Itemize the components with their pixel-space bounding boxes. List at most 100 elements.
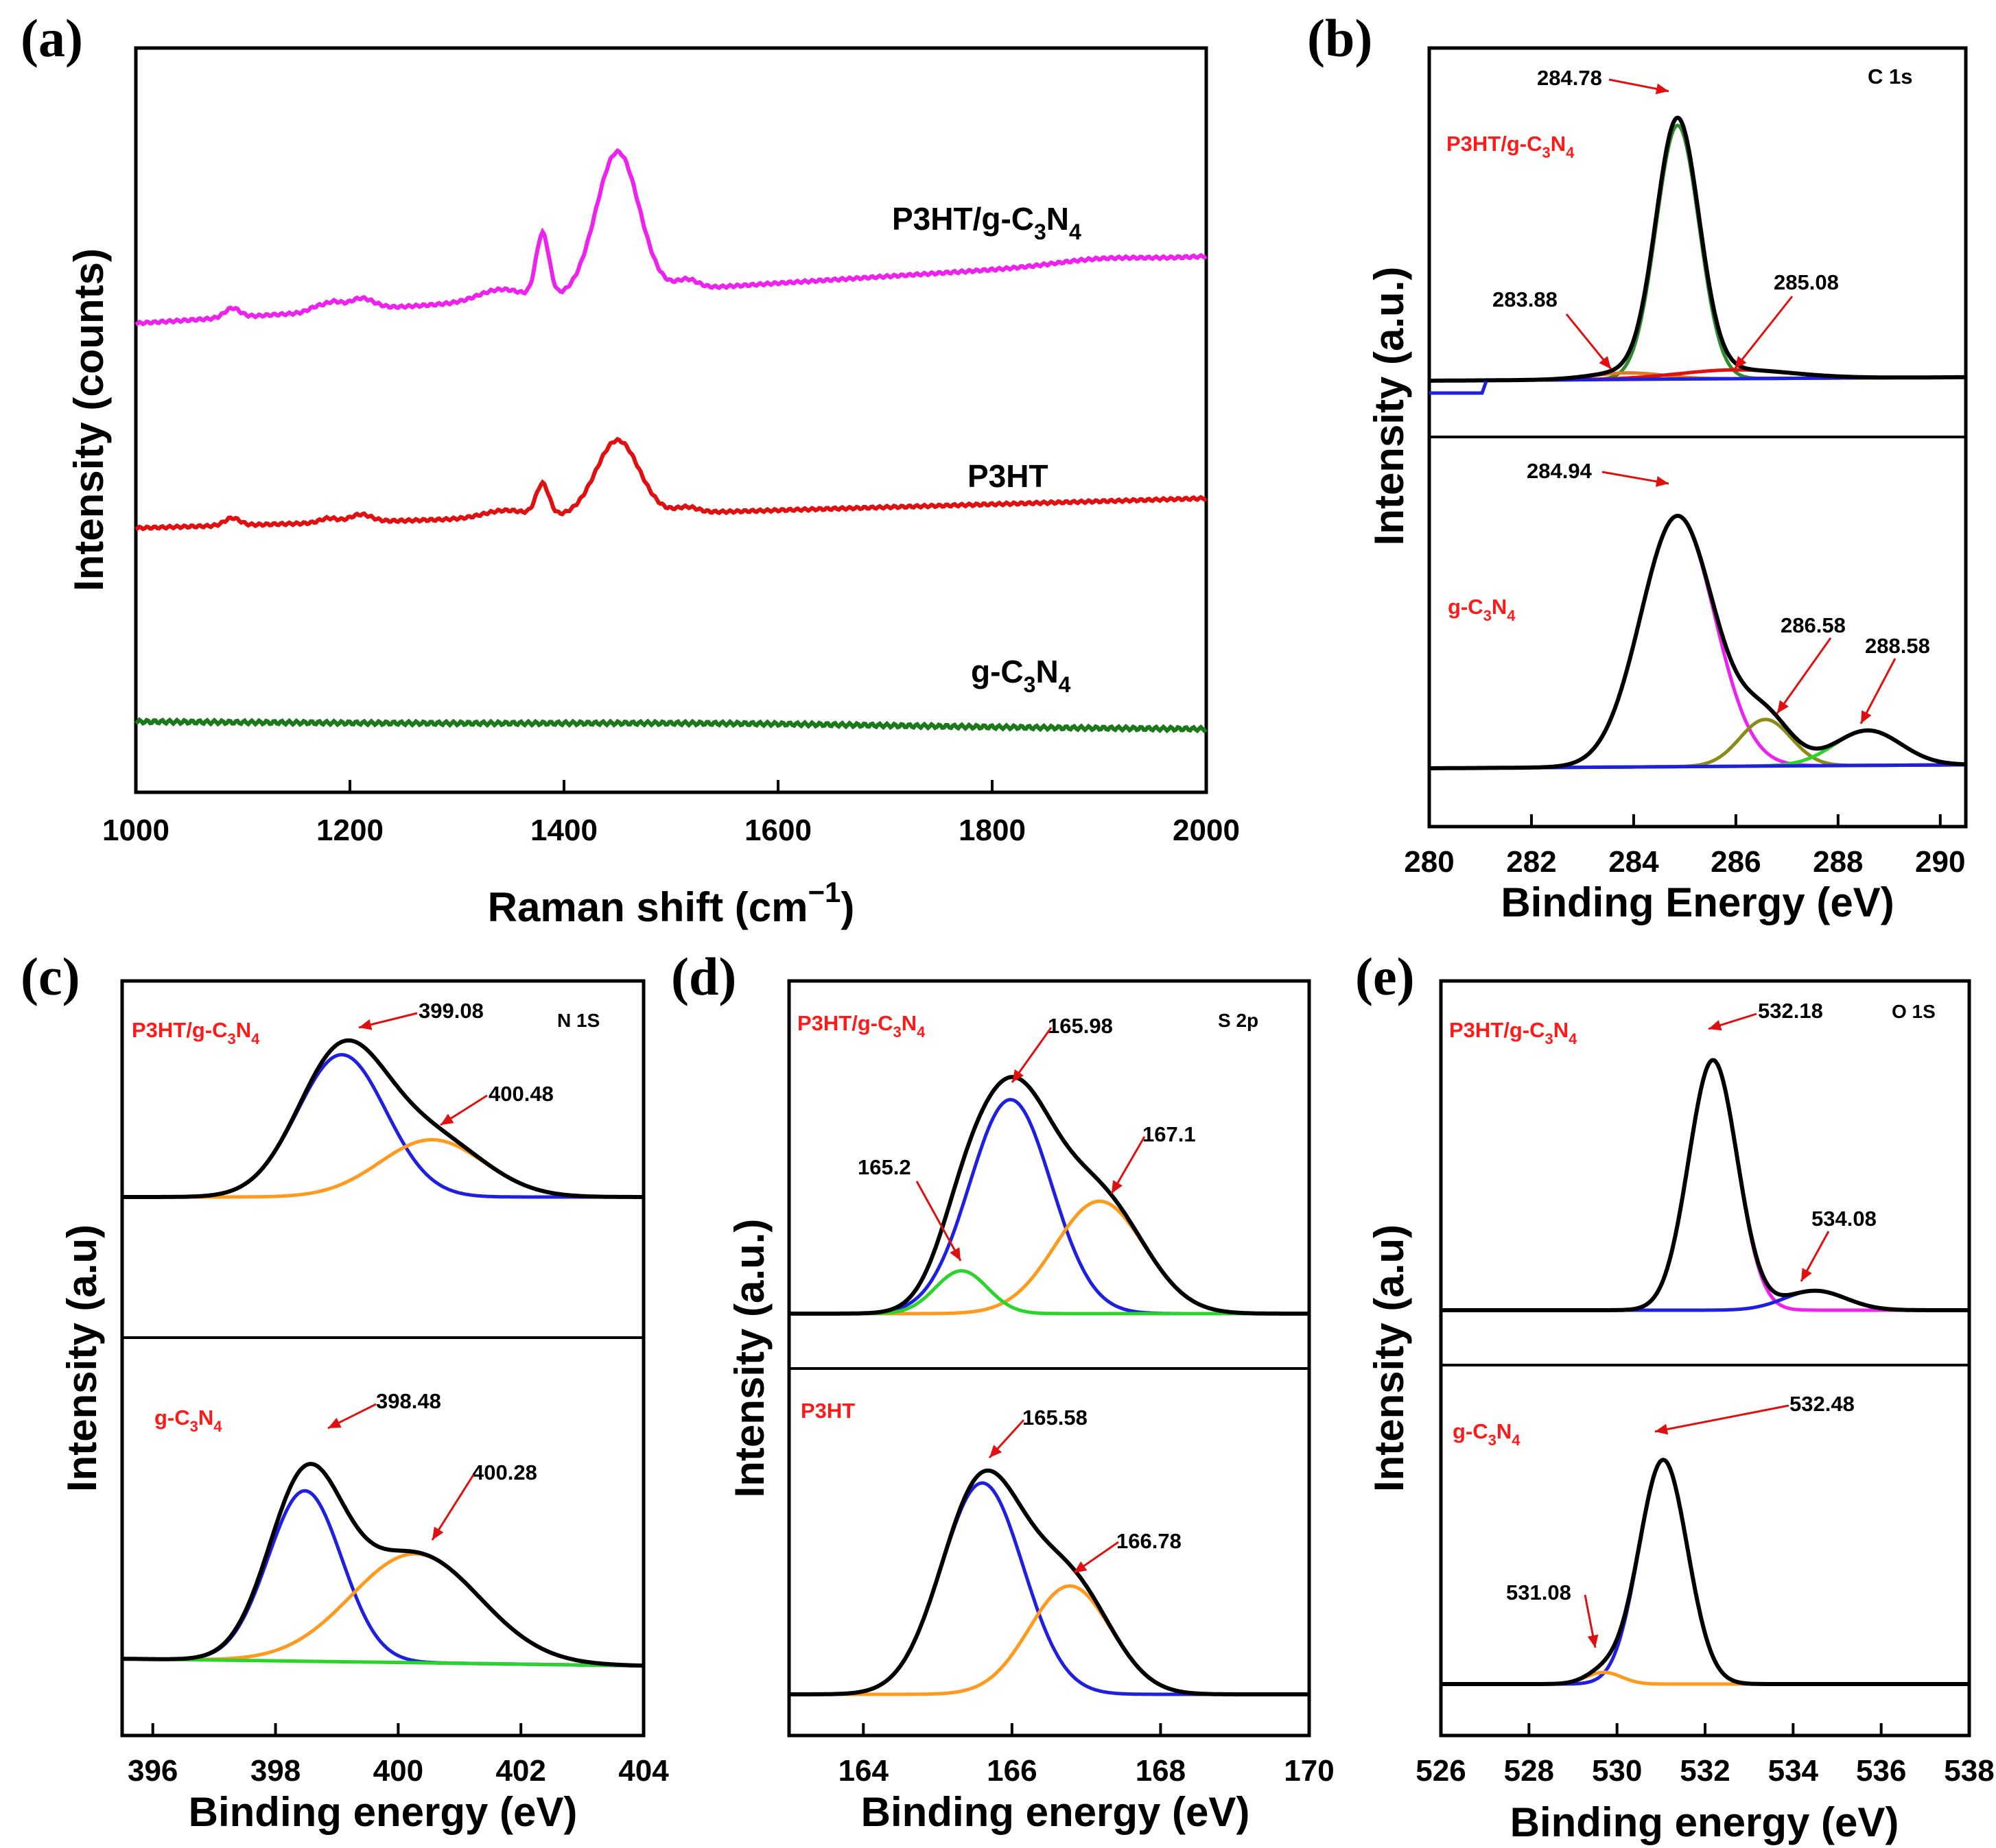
raman-series-g-C3N4 xyxy=(134,717,1208,734)
fit-envelope xyxy=(122,1038,644,1199)
panel-a-x-ticks: 1000 1200 1400 1600 1800 2000 xyxy=(102,780,1240,847)
annotation-arrow-line xyxy=(431,1474,475,1541)
peak-label-534-08: 534.08 xyxy=(1811,1207,1877,1231)
panel-c-frame xyxy=(120,979,646,1738)
peak-label-400-48: 400.48 xyxy=(489,1082,554,1106)
panel-d-sample-bottom: P3HT xyxy=(801,1399,855,1423)
panel-d-x-ticks: 164 166 168 170 xyxy=(838,1723,1335,1788)
fit-envelope xyxy=(1429,514,1966,770)
panel-a-x-axis-title: Raman shift (cm−1) xyxy=(488,876,855,930)
fit-envelope xyxy=(1441,1458,1969,1686)
panel-b-x-ticks: 280 282 284 286 288 290 xyxy=(1404,814,1965,879)
panel-b: (b) 280 282 284 286 288 290 Binding Energy (e… xyxy=(1307,8,1968,925)
fit-component xyxy=(1429,718,1966,770)
fit-component xyxy=(789,1098,1309,1316)
peak-label-400-28: 400.28 xyxy=(472,1460,537,1484)
panel-b-core-level: C 1s xyxy=(1868,64,1912,88)
fit-component xyxy=(122,1053,644,1199)
panel-c-y-axis-title: Intensity (a.u) xyxy=(59,1224,105,1492)
x-tick-label: 164 xyxy=(838,1754,889,1788)
panel-b-sample-top: P3HT/g-C3N4 xyxy=(1446,132,1575,161)
panel-c-sample-top: P3HT/g-C3N4 xyxy=(132,1018,260,1047)
panel-e-y-axis-title: Intensity (a.u) xyxy=(1366,1224,1412,1492)
annotation-arrow-head xyxy=(989,1445,1002,1458)
x-tick-label: 288 xyxy=(1813,845,1863,879)
annotation-arrow-head xyxy=(1709,1019,1722,1031)
x-tick-label: 280 xyxy=(1404,845,1454,879)
annotation-arrows xyxy=(327,78,1897,1648)
annotation-arrow-head xyxy=(1655,1423,1669,1435)
peak-label-165-2: 165.2 xyxy=(858,1155,911,1179)
peak-label-286-58: 286.58 xyxy=(1781,613,1846,637)
x-tick-label: 1800 xyxy=(959,814,1026,847)
peak-label-167-1: 167.1 xyxy=(1142,1122,1196,1146)
peak-label-288-58: 288.58 xyxy=(1865,634,1930,658)
panel-c-label: (c) xyxy=(21,947,80,1006)
annotation-arrow-line xyxy=(915,1181,962,1261)
peak-label-399-08: 399.08 xyxy=(419,999,484,1023)
annotation-arrow-head xyxy=(1655,83,1669,95)
x-tick-label: 166 xyxy=(987,1754,1037,1788)
x-tick-label: 282 xyxy=(1506,845,1556,879)
x-tick-label: 528 xyxy=(1504,1754,1554,1788)
fit-envelope xyxy=(1441,1058,1969,1312)
panel-d-x-axis-title: Binding energy (eV) xyxy=(861,1789,1250,1835)
x-tick-label: 396 xyxy=(128,1754,178,1788)
panel-a-series xyxy=(134,147,1208,734)
peak-label-398-48: 398.48 xyxy=(376,1389,441,1413)
peak-label-283-88: 283.88 xyxy=(1492,287,1558,311)
panel-d-core-level: S 2p xyxy=(1218,1010,1258,1031)
panel-a-label-gc3n4: g-C3N4 xyxy=(971,654,1071,697)
fit-component xyxy=(1429,123,1966,383)
fit-component xyxy=(789,1481,1309,1696)
peak-label-531-08: 531.08 xyxy=(1506,1580,1571,1604)
fit-component xyxy=(789,1269,1309,1316)
peak-label-284-78: 284.78 xyxy=(1537,66,1602,90)
x-tick-label: 402 xyxy=(495,1754,545,1788)
x-tick-label: 168 xyxy=(1136,1754,1186,1788)
panel-d-frame xyxy=(787,979,1311,1738)
x-tick-label: 1600 xyxy=(744,814,812,847)
annotation-arrow-head xyxy=(1587,1634,1599,1648)
x-tick-label: 536 xyxy=(1856,1754,1906,1788)
panel-b-x-axis-title: Binding Energy (eV) xyxy=(1501,879,1894,925)
fit-envelope xyxy=(122,1462,644,1668)
panel-d-label: (d) xyxy=(671,947,736,1006)
x-tick-label: 1000 xyxy=(102,814,169,847)
x-tick-label: 286 xyxy=(1711,845,1761,879)
peak-label-284-94: 284.94 xyxy=(1527,459,1593,483)
panel-c-x-axis-title: Binding energy (eV) xyxy=(189,1789,578,1835)
panel-e-x-ticks: 526 528 530 532 534 536 538 xyxy=(1416,1723,1995,1788)
fit-envelope xyxy=(789,1075,1309,1316)
fit-envelope xyxy=(789,1468,1309,1696)
x-tick-label: 2000 xyxy=(1173,814,1240,847)
panel-d: (d) 164 166 168 170 Binding energy (eV) Int… xyxy=(671,947,1335,1835)
x-tick-label: 538 xyxy=(1944,1754,1994,1788)
peak-label-166-78: 166.78 xyxy=(1116,1529,1182,1553)
x-tick-label: 526 xyxy=(1416,1754,1466,1788)
panel-a-y-axis-title: Intensity (counts) xyxy=(66,248,112,591)
panel-c-sample-bottom: g-C3N4 xyxy=(154,1406,222,1435)
annotation-arrow-line xyxy=(1733,296,1794,370)
fit-component xyxy=(789,1199,1309,1316)
peak-label-165-98: 165.98 xyxy=(1048,1014,1113,1038)
annotation-arrow-head xyxy=(1599,355,1611,369)
fit-background xyxy=(121,1657,644,1668)
x-tick-label: 284 xyxy=(1608,845,1659,879)
panel-a-label: (a) xyxy=(21,8,83,68)
annotation-arrow-line xyxy=(1654,1404,1789,1433)
annotation-arrow-head xyxy=(1012,1069,1024,1082)
panel-e: (e) 526 528 530 532 534 536 538 Binding energy… xyxy=(1355,947,1995,1845)
panel-e-core-level: O 1S xyxy=(1892,1001,1936,1022)
x-tick-label: 398 xyxy=(250,1754,301,1788)
panel-b-y-axis-title: Intensity (a.u.) xyxy=(1366,267,1412,546)
x-tick-label: 532 xyxy=(1680,1754,1730,1788)
panel-a-label-p3ht-gc3n4: P3HT/g-C3N4 xyxy=(892,201,1081,244)
panel-e-x-axis-title: Binding energy (eV) xyxy=(1510,1799,1899,1845)
x-tick-label: 1400 xyxy=(530,814,598,847)
peak-label-532-18: 532.18 xyxy=(1758,999,1823,1023)
fit-component xyxy=(122,1552,644,1668)
annotation-arrow-head xyxy=(1801,1268,1812,1281)
annotation-arrow-head xyxy=(1655,476,1669,487)
fit-component xyxy=(1441,1058,1969,1312)
